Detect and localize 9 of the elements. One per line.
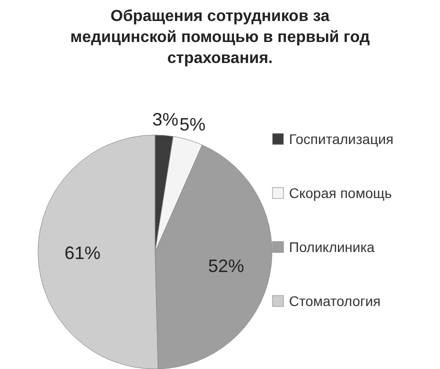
data-label: 52% (208, 256, 244, 276)
legend-label: Скорая помощь (289, 184, 392, 200)
data-label: 61% (64, 242, 100, 263)
legend-label: Госпитализация (289, 130, 394, 146)
data-label: 5% (179, 114, 206, 134)
legend-label: Стоматология (289, 292, 381, 308)
legend-label: Поликлиника (289, 238, 375, 254)
chart-title: Обращения сотрудников за медицинской помощью в первый год страхования. (70, 7, 370, 69)
data-label: 3% (152, 109, 178, 130)
